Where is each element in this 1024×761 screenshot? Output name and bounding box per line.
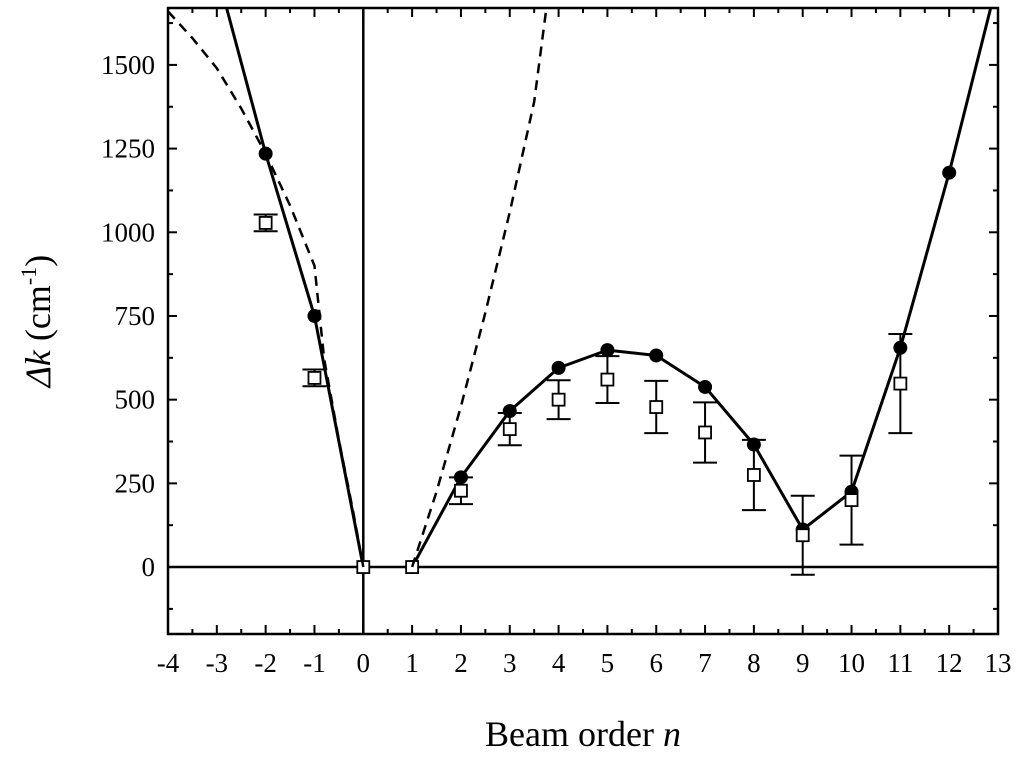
data-point-circle bbox=[502, 404, 517, 419]
data-point-square bbox=[454, 483, 468, 498]
x-tick-label: 11 bbox=[887, 648, 913, 678]
plot-area bbox=[166, 6, 1000, 636]
x-tick-labels: -4 -3 -2 -1 0 1 2 3 4 5 6 7 8 9 10 11 12 13 bbox=[157, 648, 1012, 678]
data-point-square bbox=[746, 468, 761, 482]
y-tick-label: 1000 bbox=[101, 217, 155, 247]
series-5 bbox=[410, 8, 548, 568]
series-1 bbox=[410, 8, 993, 568]
data-point-square bbox=[600, 372, 615, 387]
x-tick-label: -4 bbox=[157, 648, 180, 678]
data-point-circle bbox=[600, 343, 615, 358]
fit-line-dashed bbox=[168, 10, 365, 568]
x-tick-label: 10 bbox=[838, 648, 865, 678]
y-axis-title-close: ) bbox=[18, 255, 58, 267]
data-point-square bbox=[844, 493, 859, 507]
data-point-square bbox=[258, 216, 273, 230]
data-point-square bbox=[893, 376, 908, 391]
x-tick-label: -1 bbox=[303, 648, 326, 678]
y-tick-label: 500 bbox=[115, 385, 156, 415]
data-point-square bbox=[307, 371, 322, 385]
x-tick-label: 5 bbox=[601, 648, 615, 678]
x-tick-label: 0 bbox=[357, 648, 371, 678]
series-3 bbox=[253, 213, 913, 576]
x-tick-label: 3 bbox=[503, 648, 517, 678]
x-tick-label: 4 bbox=[552, 648, 566, 678]
data-point-circle bbox=[698, 379, 713, 394]
axis-ticks bbox=[167, 8, 999, 634]
y-axis-title-unit: (cm bbox=[18, 285, 58, 350]
data-point-circle bbox=[307, 308, 322, 323]
x-tick-label: 1 bbox=[405, 648, 419, 678]
x-axis-title-var: n bbox=[663, 714, 681, 754]
data-point-square bbox=[698, 425, 712, 440]
y-axis-title-sup: -1 bbox=[16, 267, 41, 285]
x-tick-label: -2 bbox=[254, 648, 277, 678]
x-axis-title: Beam order n bbox=[485, 714, 681, 754]
data-point-circle bbox=[649, 348, 664, 363]
y-tick-label: 750 bbox=[115, 301, 156, 331]
fit-line-dashed bbox=[410, 8, 548, 568]
data-point-square bbox=[649, 400, 664, 414]
data-point-circle bbox=[942, 165, 957, 180]
series-0 bbox=[225, 8, 365, 568]
reference-lines bbox=[168, 8, 998, 634]
x-tick-label: 8 bbox=[747, 648, 761, 678]
y-axis-title: Δk (cm-1) bbox=[16, 255, 58, 389]
y-tick-label: 250 bbox=[115, 468, 156, 498]
series-4 bbox=[168, 10, 365, 568]
data-point-square bbox=[551, 392, 566, 407]
series-layer bbox=[168, 8, 993, 576]
x-tick-label: 2 bbox=[454, 648, 468, 678]
y-tick-labels: 0 250 500 750 1000 1250 1500 bbox=[101, 50, 155, 582]
data-point-square bbox=[502, 422, 517, 437]
data-point-square bbox=[795, 528, 810, 543]
x-axis-title-text: Beam order bbox=[485, 714, 663, 754]
data-point-circle bbox=[551, 360, 566, 375]
x-tick-label: -3 bbox=[206, 648, 229, 678]
fit-line-solid bbox=[410, 8, 993, 568]
y-tick-label: 1500 bbox=[101, 50, 155, 80]
x-tick-label: 9 bbox=[796, 648, 810, 678]
x-tick-label: 13 bbox=[985, 648, 1012, 678]
x-tick-label: 12 bbox=[936, 648, 963, 678]
fit-line-solid bbox=[225, 8, 365, 568]
x-tick-label: 7 bbox=[698, 648, 712, 678]
y-tick-label: 1250 bbox=[101, 134, 155, 164]
plot-frame bbox=[166, 6, 1000, 636]
y-axis-title-var: Δk bbox=[18, 349, 58, 389]
x-tick-label: 6 bbox=[649, 648, 663, 678]
y-tick-label: 0 bbox=[142, 552, 156, 582]
